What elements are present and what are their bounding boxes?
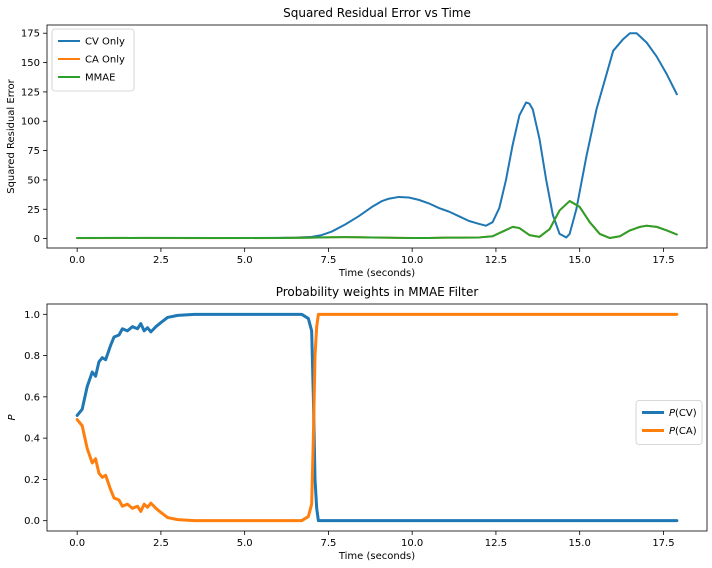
y-tick-label: 150 [21, 58, 40, 69]
series-line-1 [76, 32, 678, 240]
y-tick-label: 50 [27, 175, 40, 186]
x-tick-label: 5.0 [237, 538, 253, 549]
legend-label-1: CV Only [85, 37, 125, 48]
y-tick-label: 0.4 [24, 434, 40, 445]
x-tick-label: 10.0 [401, 538, 423, 549]
y-tick-label: 0.0 [24, 516, 40, 527]
y-axis-label: P [7, 414, 18, 421]
y-tick-label: 0.6 [24, 392, 40, 403]
y-tick-label: 0 [34, 234, 40, 245]
series-group [76, 32, 678, 240]
x-tick-label: 0.0 [69, 255, 85, 266]
y-tick-label: 125 [21, 87, 40, 98]
x-axis-label: Time (seconds) [338, 551, 415, 562]
y-tick-label: 0.2 [24, 475, 40, 486]
y-tick-label: 75 [27, 146, 40, 157]
legend-label-1: P(CV) [669, 408, 697, 419]
chart-title: Squared Residual Error vs Time [283, 6, 471, 20]
legend-label-2: CA Only [85, 55, 125, 66]
chart-1: Squared Residual Error vs Time 0.0 2.5 5.0 7… [6, 6, 708, 279]
x-tick-label: 15.0 [569, 538, 591, 549]
x-tick-label: 2.5 [153, 255, 169, 266]
series-line-2 [75, 312, 679, 523]
y-tick-label: 100 [21, 117, 40, 128]
x-tick-label: 0.0 [69, 538, 85, 549]
x-tick-label: 7.5 [320, 538, 336, 549]
x-tick-label: 12.5 [485, 255, 507, 266]
x-tick-label: 5.0 [237, 255, 253, 266]
series-line-1 [75, 312, 679, 523]
legend-label-3: MMAE [85, 73, 115, 84]
x-tick-label: 15.0 [569, 255, 591, 266]
axes-frame [46, 303, 708, 532]
x-axis-label: Time (seconds) [338, 268, 415, 279]
x-tick-label: 17.5 [652, 255, 674, 266]
y-tick-label: 175 [21, 29, 40, 40]
x-tick-label: 17.5 [652, 538, 674, 549]
chart-2: Probability weights in MMAE Filter 0.0 2.5… [7, 285, 708, 562]
y-tick-label: 0.8 [24, 351, 40, 362]
x-tick-label: 12.5 [485, 538, 507, 549]
y-tick-label: 25 [27, 205, 40, 216]
y-tick-label: 1.0 [24, 310, 40, 321]
chart-title: Probability weights in MMAE Filter [276, 285, 479, 299]
y-axis-label: Squared Residual Error [6, 78, 17, 193]
x-tick-label: 10.0 [401, 255, 423, 266]
legend-box [51, 28, 135, 92]
x-tick-label: 2.5 [153, 538, 169, 549]
series-line-3 [76, 200, 678, 240]
x-tick-label: 7.5 [320, 255, 336, 266]
axes-frame [46, 24, 708, 249]
legend-label-2: P(CA) [669, 426, 697, 437]
legend: CV Only CA Only MMAE [51, 28, 135, 92]
series-group [75, 312, 679, 523]
legend: P(CV) P(CA) [635, 400, 703, 445]
